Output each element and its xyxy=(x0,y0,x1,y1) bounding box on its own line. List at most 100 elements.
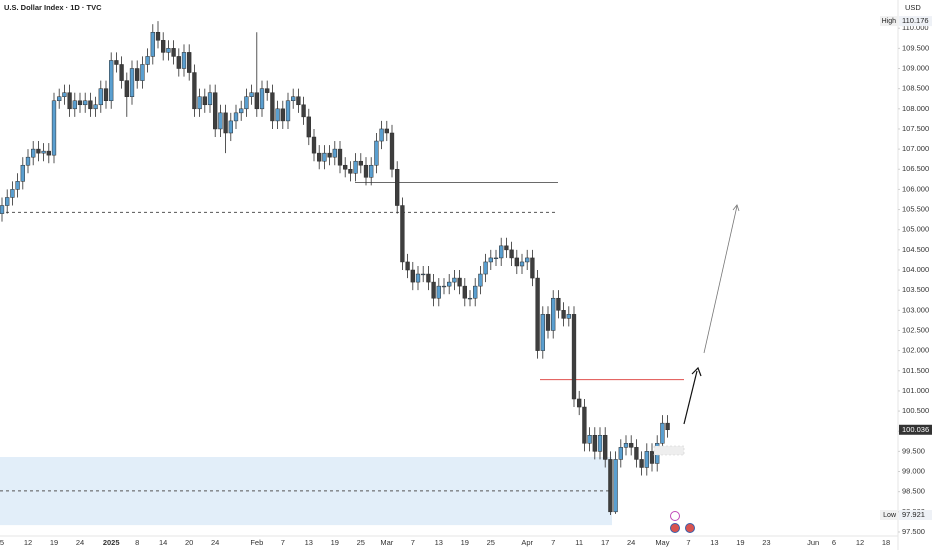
candle-body xyxy=(473,285,478,299)
candle-body xyxy=(363,164,369,178)
candle-body xyxy=(649,451,655,464)
candle-body xyxy=(51,100,57,156)
projection-line xyxy=(703,205,738,354)
candle-body xyxy=(629,443,634,448)
candle-body xyxy=(103,88,109,102)
candle-body xyxy=(192,72,197,110)
candle-body xyxy=(41,150,46,154)
x-tick-label: 7 xyxy=(551,538,555,547)
candle-body xyxy=(140,64,145,81)
y-tick-label: 102.500 xyxy=(902,325,929,334)
candle-body xyxy=(499,245,504,259)
candle-body xyxy=(187,52,192,73)
candle-body xyxy=(322,152,327,162)
x-tick-label: Feb xyxy=(250,538,263,547)
candle-body xyxy=(441,285,447,288)
x-tick-label: Jun xyxy=(807,538,819,547)
candle-body xyxy=(285,100,291,122)
candle-body xyxy=(57,96,62,102)
candle-body xyxy=(10,189,15,198)
y-tick-label: 101.500 xyxy=(902,366,929,375)
candle-body xyxy=(109,60,114,102)
price-marker-box xyxy=(899,16,932,27)
candle-body xyxy=(135,68,140,81)
price-marker-tag xyxy=(880,510,898,521)
event-flag-icon[interactable] xyxy=(685,523,695,533)
candle-body xyxy=(436,285,441,299)
event-flag-icon[interactable] xyxy=(670,523,680,533)
x-tick-label: 12 xyxy=(24,538,32,547)
x-tick-label: 25 xyxy=(357,538,365,547)
candle-body xyxy=(426,273,431,283)
y-tick-label: 98.500 xyxy=(902,487,925,496)
price-marker-label: Low xyxy=(883,512,897,519)
candle-body xyxy=(525,257,530,263)
candle-body xyxy=(301,104,306,118)
x-tick-label: 24 xyxy=(627,538,635,547)
candle-body xyxy=(317,152,322,162)
y-tick-label: 108.000 xyxy=(902,104,929,113)
x-tick-label: Mar xyxy=(380,538,393,547)
x-tick-label: 23 xyxy=(762,538,770,547)
candle-body xyxy=(478,273,483,287)
candle-body xyxy=(129,68,135,97)
x-tick-label: 12 xyxy=(856,538,864,547)
candle-body xyxy=(353,160,358,174)
candle-body xyxy=(207,92,213,106)
chart-title: U.S. Dollar Index · 1D · TVC xyxy=(4,3,102,12)
candle-body xyxy=(582,406,587,444)
candle-body xyxy=(176,56,181,69)
y-tick-label: 102.000 xyxy=(902,346,929,355)
candle-body xyxy=(244,96,249,110)
candle-body xyxy=(608,459,613,513)
event-icon[interactable] xyxy=(670,511,680,521)
candle-body xyxy=(311,136,317,154)
x-tick-label: 19 xyxy=(331,538,339,547)
candle-body xyxy=(415,273,421,283)
candle-body xyxy=(561,310,566,319)
candle-body xyxy=(348,169,353,174)
x-tick-label: 2025 xyxy=(103,538,120,547)
candle-body xyxy=(93,104,98,110)
candle-body xyxy=(265,88,270,93)
x-tick-label: 19 xyxy=(50,538,58,547)
candle-body xyxy=(150,31,155,57)
candle-body xyxy=(369,164,374,178)
candle-body xyxy=(67,92,72,110)
candle-body xyxy=(405,261,410,271)
x-tick-label: 13 xyxy=(710,538,718,547)
candle-body xyxy=(275,108,280,122)
candle-body xyxy=(535,277,540,351)
price-marker-value: 97.921 xyxy=(902,510,925,519)
x-tick-label: 5 xyxy=(0,538,4,547)
candle-body xyxy=(0,205,5,214)
candle-body xyxy=(155,31,161,41)
candle-body xyxy=(514,257,519,267)
x-tick-label: 20 xyxy=(185,538,193,547)
y-tick-label: 110.000 xyxy=(902,23,929,32)
x-tick-label: 17 xyxy=(601,538,609,547)
candle-body xyxy=(618,447,623,460)
candle-body xyxy=(623,443,629,448)
candle-body xyxy=(462,285,467,299)
selection-box xyxy=(653,445,685,456)
candle-body xyxy=(389,132,395,170)
y-tick-label: 105.000 xyxy=(902,225,929,234)
y-tick-label: 103.000 xyxy=(902,305,929,314)
price-marker-value: 110.176 xyxy=(902,16,929,25)
candle-body xyxy=(613,459,618,513)
candle-body xyxy=(447,281,452,287)
candle-body xyxy=(566,314,571,319)
candle-body xyxy=(213,92,218,130)
x-tick-label: 18 xyxy=(882,538,890,547)
x-tick-label: 11 xyxy=(575,538,583,547)
candle-body xyxy=(379,128,384,142)
candle-body xyxy=(556,297,561,311)
candle-body xyxy=(395,169,400,206)
candle-body xyxy=(571,314,577,400)
candle-body xyxy=(660,422,665,444)
candle-body xyxy=(254,92,259,110)
y-tick-label: 104.500 xyxy=(902,245,929,254)
projection-arrow-head xyxy=(732,204,740,212)
candle-body xyxy=(259,88,265,110)
